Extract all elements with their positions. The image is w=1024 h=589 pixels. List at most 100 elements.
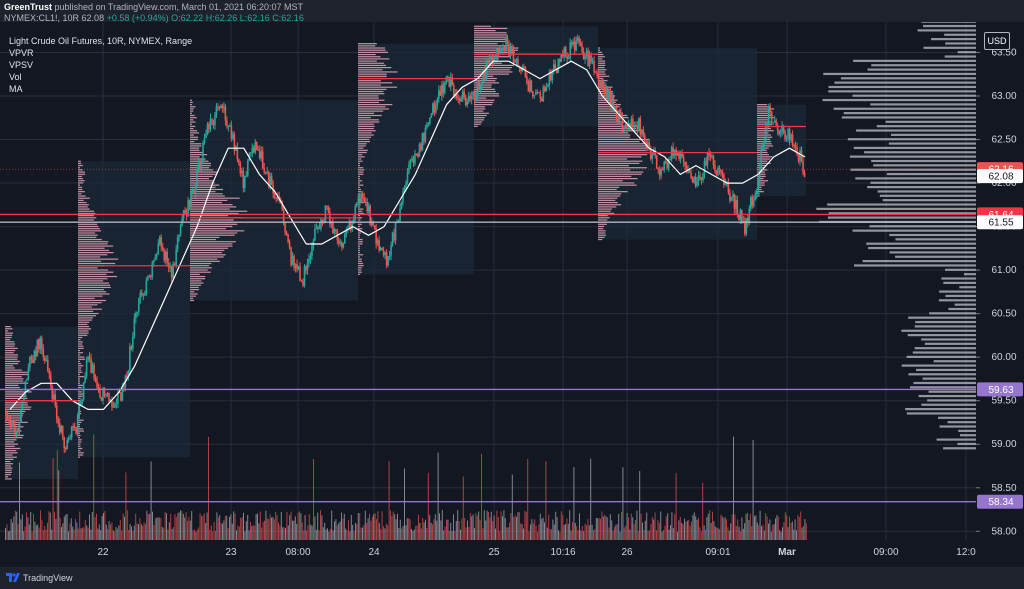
price-tick-label: 58.50 [991,483,1016,494]
candle [655,155,658,169]
candle [178,234,180,237]
profile-bar [5,334,13,336]
volume-bar [168,522,170,540]
profile-bar [5,386,20,389]
profile-bar [757,167,764,169]
profile-bar [358,238,363,241]
volume-bar [146,510,148,540]
volume-bar [147,514,149,540]
volume-bar [112,530,114,540]
candle [520,67,522,71]
profile-bar [358,132,372,134]
volume-bar [660,511,662,540]
profile-bar [78,284,111,286]
candle [12,420,15,426]
candle [688,169,691,173]
profile-bar [78,326,90,328]
candle [99,388,101,398]
profile-bar [5,454,13,456]
volume-bar [441,510,443,540]
candle [257,149,260,151]
volume-bar [663,529,664,540]
profile-bar [78,206,88,208]
volume-bar [801,527,803,540]
profile-bar [190,156,200,158]
volume-bar [656,530,657,540]
volume-bar [552,519,554,540]
indicator-vpsv[interactable]: VPSV [9,60,34,70]
candle [6,416,9,420]
vpvr-bar [928,390,976,393]
volume-bar [20,519,22,540]
vpvr-bar [944,33,976,36]
profile-bar [78,365,84,367]
candle [406,172,409,184]
candle [361,193,364,198]
volume-bar [525,511,527,540]
vpvr-bar [914,325,976,328]
candle [609,90,612,106]
profile-bar [358,58,390,60]
profile-bar [190,243,233,245]
tradingview-brand[interactable]: TradingView [23,573,73,583]
volume-bar [726,519,727,540]
candle [735,199,737,209]
volume-bar [191,510,193,540]
profile-bar [190,173,216,175]
volume-bar [549,528,551,540]
candle [158,237,161,244]
profile-bar [78,217,97,219]
volume-bar [203,513,205,540]
candle [166,251,168,263]
candle [187,200,189,216]
indicator-vpvr[interactable]: VPVR [9,48,34,58]
vpvr-bar [876,125,976,128]
volume-bar [329,528,331,540]
candle [624,124,627,129]
volume-bar [439,513,440,540]
volume-bar [252,525,254,540]
candle [785,138,788,140]
volume-bar [636,510,638,540]
candle [305,266,307,271]
profile-bar [190,291,195,293]
author-name[interactable]: GreenTrust [4,2,53,12]
volume-bar [206,512,208,540]
candle [344,233,346,244]
volume-bar [805,523,807,540]
volume-bar [468,526,470,540]
candle [357,197,360,203]
indicator-vol[interactable]: Vol [9,72,22,82]
volume-bar [124,516,125,540]
vpvr-bar [852,229,976,232]
candle [606,87,609,100]
candle [561,54,564,57]
volume-bar [205,523,207,540]
candle [291,256,294,266]
indicator-ma[interactable]: MA [9,84,23,94]
profile-bar [474,93,500,95]
candle [544,87,546,92]
volume-bar [506,527,508,540]
profile-bar [190,182,215,184]
price-chart[interactable]: 63.5063.0062.5062.0061.5061.0060.5060.00… [0,22,1024,567]
currency-label[interactable]: USD [984,32,1010,50]
candle [694,176,697,186]
candle [193,189,195,194]
candle [133,318,136,337]
volume-bar [16,511,18,540]
candle [176,236,179,250]
candle [60,425,63,433]
candle [684,161,686,166]
profile-bar [5,376,22,378]
volume-bar [518,511,520,540]
candle [220,105,222,109]
volume-bar [373,514,375,540]
volume-bar [297,512,299,540]
profile-bar [5,415,23,417]
candle [608,90,610,100]
volume-bar [647,531,649,540]
profile-bar [78,232,96,234]
candle [111,400,113,407]
profile-bar [358,134,374,136]
